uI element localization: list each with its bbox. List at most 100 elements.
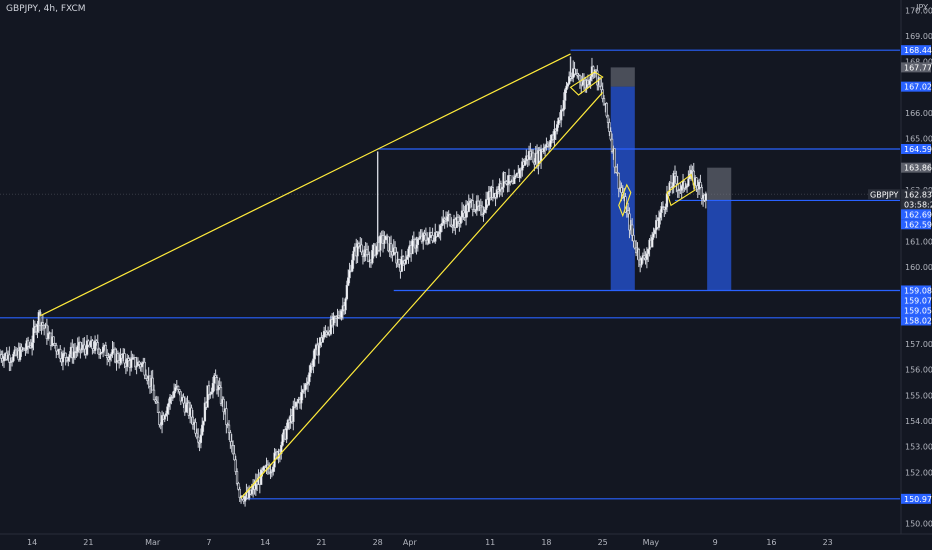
candle-body — [8, 354, 11, 363]
price-axis-tag — [901, 493, 931, 504]
candle-body — [687, 178, 690, 187]
candle-body — [166, 406, 169, 415]
price-axis-tag — [901, 219, 931, 230]
candle-body — [91, 340, 94, 349]
candle-body — [474, 209, 477, 212]
candle-body — [598, 77, 602, 87]
candle-body — [104, 345, 107, 356]
candle-body — [219, 387, 223, 404]
candle-body — [64, 352, 67, 358]
candle-body — [450, 224, 453, 227]
candle-body — [632, 234, 635, 242]
candle-body — [514, 175, 517, 178]
candle-body — [281, 434, 284, 446]
candle-body — [156, 402, 160, 413]
candle-body — [671, 186, 674, 188]
candle-body — [322, 330, 326, 338]
symbol-badge — [868, 189, 900, 200]
candle-body — [235, 471, 239, 484]
candle-body — [337, 315, 340, 318]
candle-body — [211, 382, 215, 393]
price-axis-tag-text: 03:58:25 — [904, 200, 932, 209]
candle-body — [375, 245, 378, 256]
candle-body — [351, 259, 354, 272]
candle-body — [479, 205, 482, 208]
candle-body — [231, 445, 235, 455]
candle-body — [182, 396, 185, 404]
candle-body — [401, 256, 405, 261]
candle-body — [518, 168, 521, 178]
candle-body — [215, 377, 219, 391]
candle-body — [416, 238, 420, 246]
price-axis-tag-text: 159.057 — [904, 306, 932, 315]
price-tick-label: 165.000 — [905, 135, 932, 144]
price-axis-tag-text: 159.073 — [904, 296, 932, 305]
price-axis-tag — [901, 143, 931, 154]
price-tick-label: 155.000 — [905, 391, 932, 400]
price-tick-label: 154.000 — [905, 417, 932, 426]
candle-body — [501, 186, 504, 190]
candle-body — [108, 355, 111, 361]
candle-body — [111, 349, 114, 355]
candle-body — [371, 250, 374, 264]
candle-body — [564, 89, 567, 101]
candle-body — [385, 235, 389, 238]
time-tick-label: 18 — [541, 538, 551, 547]
time-tick-label: Mar — [145, 538, 161, 547]
candle-body — [143, 361, 146, 376]
currency-label: JPY — [915, 3, 928, 12]
candle-body — [135, 365, 138, 368]
candle-body — [213, 375, 216, 384]
candle-body — [467, 202, 470, 212]
candle-body — [652, 233, 655, 238]
candle-body — [243, 495, 247, 502]
candle-body — [609, 131, 612, 140]
candle-body — [227, 424, 231, 434]
candle-body — [675, 175, 678, 185]
candle-body — [348, 269, 351, 279]
candle-body — [347, 277, 350, 286]
candle-body — [605, 103, 608, 117]
candle-body — [509, 175, 512, 182]
candle-body — [238, 488, 241, 498]
candle-body — [304, 384, 307, 391]
candle-body — [197, 436, 200, 443]
time-tick-label: 23 — [823, 538, 833, 547]
candle-body — [606, 115, 610, 123]
candle-body — [459, 216, 462, 224]
flag-pattern — [618, 183, 632, 218]
candle-body — [185, 404, 188, 413]
candle-body — [549, 139, 552, 147]
candle-body — [167, 402, 170, 408]
candle-body — [700, 187, 703, 199]
price-tick-label: 153.000 — [905, 443, 932, 452]
time-tick-label: 16 — [766, 538, 776, 547]
price-tick-label: 161.000 — [905, 237, 932, 246]
trendline — [240, 92, 604, 499]
candle-body — [695, 177, 698, 187]
candle-body — [685, 185, 689, 188]
candle-body — [640, 257, 643, 266]
candle-body — [405, 256, 409, 260]
candle-body — [422, 233, 425, 242]
candle-body — [628, 213, 631, 231]
candle-body — [462, 210, 465, 214]
candle-body — [439, 225, 442, 233]
candle-body — [163, 415, 166, 420]
candle-body — [407, 248, 410, 257]
candle-body — [210, 391, 213, 395]
candle-body — [614, 166, 618, 173]
candle-body — [59, 348, 62, 359]
candle-body — [159, 424, 162, 426]
candle-body — [389, 243, 393, 252]
candle-body — [367, 254, 370, 263]
candle-body — [415, 244, 418, 249]
candle-body — [523, 160, 527, 166]
candle-body — [52, 336, 55, 344]
time-tick-label: 11 — [485, 538, 495, 547]
candle-body — [0, 354, 3, 359]
candle-body — [503, 172, 507, 182]
candle-body — [36, 324, 39, 333]
candle-body — [661, 206, 665, 208]
